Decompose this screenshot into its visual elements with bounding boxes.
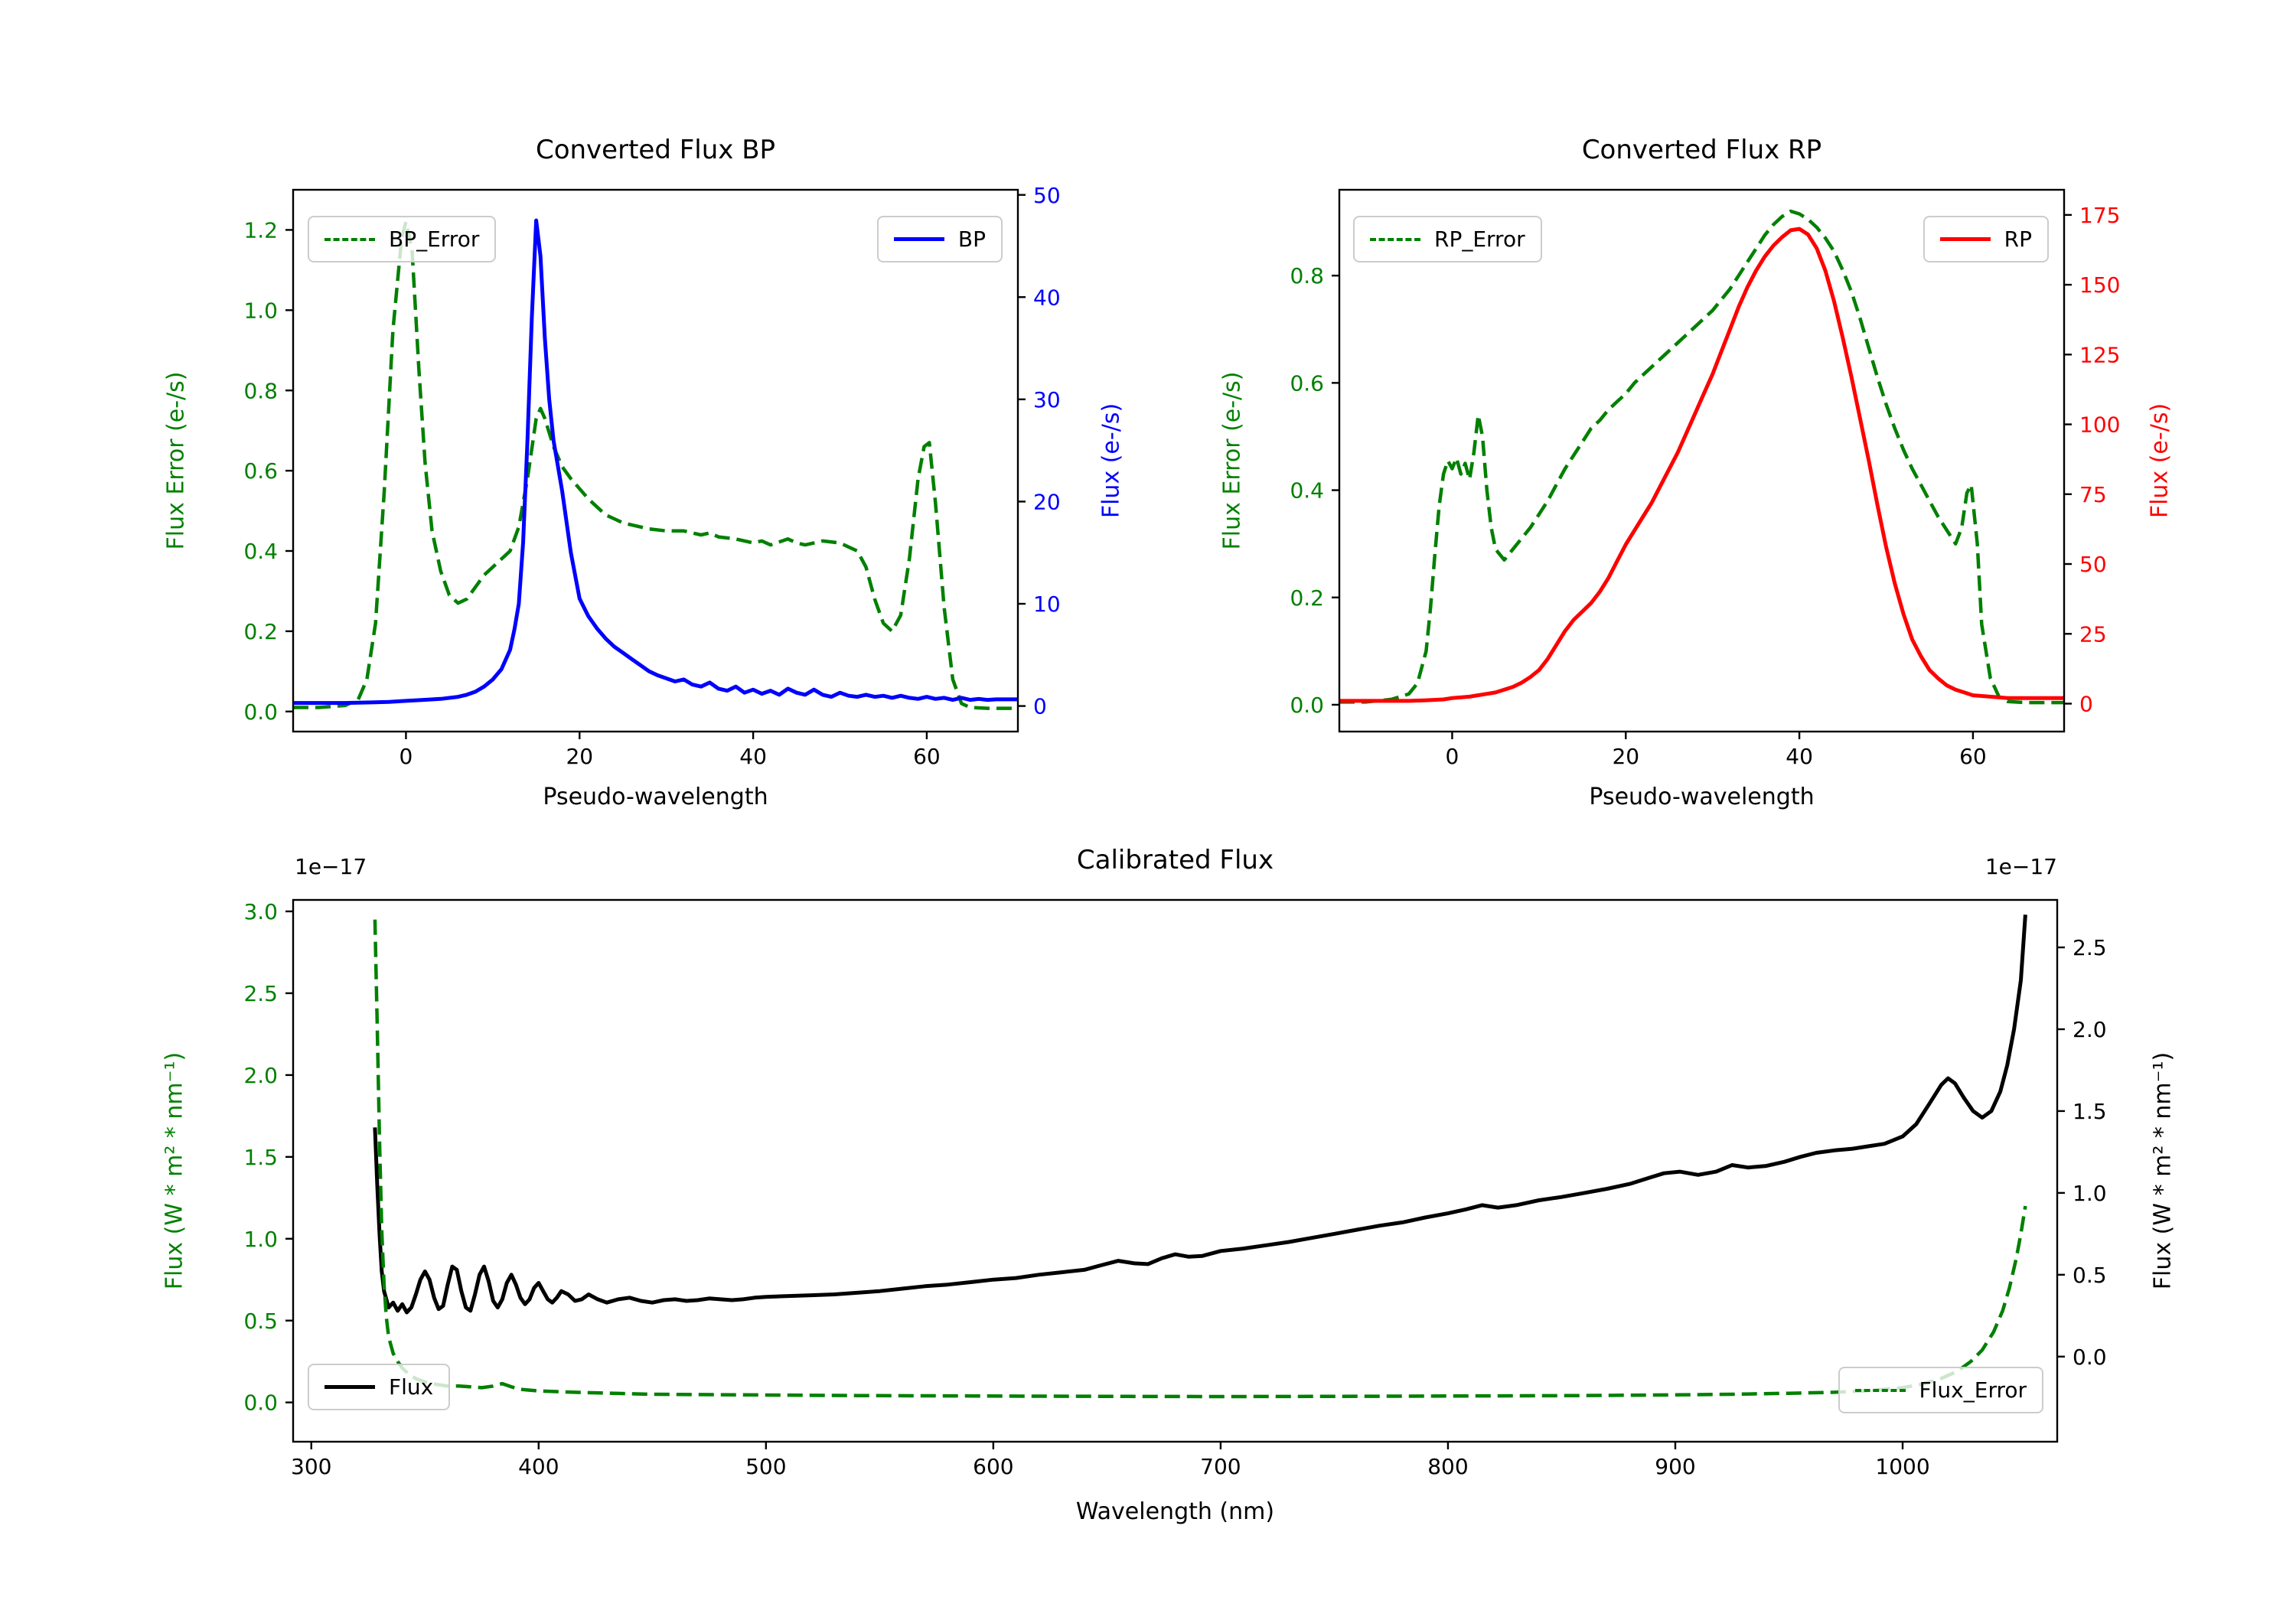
legend-flux-error: Flux_Error: [1838, 1367, 2043, 1413]
svg-text:700: 700: [1200, 1454, 1241, 1479]
svg-text:1.5: 1.5: [2073, 1099, 2107, 1124]
legend-bp-error: BP_Error: [308, 216, 497, 262]
legend-rp-error: RP_Error: [1353, 216, 1542, 262]
svg-text:25: 25: [2079, 621, 2107, 647]
svg-text:2.0: 2.0: [2073, 1017, 2107, 1042]
xlabel-bp: Pseudo-wavelength: [543, 784, 768, 810]
svg-text:125: 125: [2079, 342, 2120, 367]
legend-line-rp: [1939, 237, 1991, 241]
legend-line-bp-error: [325, 237, 375, 241]
svg-text:20: 20: [1033, 490, 1061, 515]
svg-text:1.5: 1.5: [243, 1145, 278, 1170]
svg-text:500: 500: [745, 1454, 786, 1479]
ylabel-rp-right: Flux (e-/s): [2146, 403, 2174, 519]
ylabel-bp-right: Flux (e-/s): [1097, 403, 1125, 519]
svg-text:0.2: 0.2: [243, 619, 278, 644]
svg-text:0.5: 0.5: [243, 1309, 278, 1334]
legend-line-flux: [325, 1385, 375, 1389]
svg-text:2.5: 2.5: [2073, 935, 2107, 960]
svg-text:30: 30: [1033, 387, 1061, 412]
svg-text:0: 0: [400, 744, 413, 769]
svg-text:0.6: 0.6: [243, 458, 278, 484]
legend-flux: Flux: [308, 1364, 451, 1410]
svg-text:40: 40: [739, 744, 767, 769]
svg-text:0.2: 0.2: [1290, 585, 1324, 611]
legend-label-rp: RP: [2004, 227, 2032, 252]
svg-text:20: 20: [566, 744, 593, 769]
svg-text:10: 10: [1033, 592, 1061, 617]
svg-text:400: 400: [518, 1454, 559, 1479]
svg-text:800: 800: [1427, 1454, 1468, 1479]
ylabel-rp-left: Flux Error (e-/s): [1218, 371, 1246, 550]
ylabel-cal-left: Flux (W * m² * nm⁻¹): [161, 1051, 188, 1290]
svg-text:40: 40: [1033, 285, 1061, 310]
svg-text:0: 0: [1446, 744, 1459, 769]
svg-text:1000: 1000: [1875, 1454, 1929, 1479]
svg-text:2.5: 2.5: [243, 981, 278, 1006]
svg-text:20: 20: [1612, 744, 1639, 769]
svg-text:0.4: 0.4: [243, 539, 278, 564]
svg-text:900: 900: [1655, 1454, 1695, 1479]
legend-label-flux-error: Flux_Error: [1919, 1377, 2027, 1403]
title-rp: Converted Flux RP: [1581, 135, 1822, 165]
svg-text:1.0: 1.0: [243, 298, 278, 323]
svg-text:60: 60: [1959, 744, 1987, 769]
svg-text:1.0: 1.0: [2073, 1181, 2107, 1206]
svg-text:0.5: 0.5: [2073, 1263, 2107, 1288]
ylabel-cal-right: Flux (W * m² * nm⁻¹): [2149, 1051, 2177, 1290]
scale-offset-right: 1e−17: [1985, 854, 2057, 879]
legend-rp: RP: [1923, 216, 2049, 262]
svg-text:150: 150: [2079, 272, 2120, 298]
svg-text:0: 0: [1033, 694, 1047, 719]
svg-text:0: 0: [2079, 692, 2093, 717]
legend-line-bp: [893, 237, 944, 241]
title-cal: Calibrated Flux: [1076, 845, 1274, 875]
svg-text:1.0: 1.0: [243, 1227, 278, 1252]
svg-text:600: 600: [973, 1454, 1013, 1479]
scale-offset-left: 1e−17: [295, 854, 367, 879]
svg-text:50: 50: [2079, 552, 2107, 577]
svg-text:75: 75: [2079, 482, 2107, 507]
svg-text:0.8: 0.8: [243, 378, 278, 403]
svg-text:0.0: 0.0: [1290, 693, 1324, 718]
svg-text:0.4: 0.4: [1290, 478, 1324, 504]
legend-label-rp-error: RP_Error: [1434, 227, 1525, 252]
xlabel-cal: Wavelength (nm): [1075, 1498, 1275, 1525]
svg-text:1.2: 1.2: [243, 218, 278, 243]
svg-text:0.6: 0.6: [1290, 370, 1324, 396]
svg-text:0.0: 0.0: [243, 699, 278, 725]
svg-text:300: 300: [291, 1454, 331, 1479]
svg-text:0.8: 0.8: [1290, 263, 1324, 288]
legend-bp: BP: [876, 216, 1003, 262]
svg-text:0.0: 0.0: [2073, 1345, 2107, 1370]
svg-text:40: 40: [1786, 744, 1813, 769]
title-bp: Converted Flux BP: [535, 135, 776, 165]
legend-label-bp-error: BP_Error: [389, 227, 480, 252]
legend-label-flux: Flux: [389, 1374, 434, 1400]
svg-text:50: 50: [1033, 183, 1061, 208]
svg-text:175: 175: [2079, 203, 2120, 228]
svg-text:0.0: 0.0: [243, 1390, 278, 1416]
xlabel-rp: Pseudo-wavelength: [1589, 784, 1815, 810]
legend-line-rp-error: [1370, 237, 1420, 241]
svg-text:3.0: 3.0: [243, 899, 278, 924]
legend-label-bp: BP: [957, 227, 986, 252]
svg-text:60: 60: [913, 744, 941, 769]
ylabel-bp-left: Flux Error (e-/s): [162, 371, 190, 550]
legend-line-flux-error: [1854, 1388, 1906, 1392]
svg-text:2.0: 2.0: [243, 1063, 278, 1088]
svg-text:100: 100: [2079, 412, 2120, 438]
